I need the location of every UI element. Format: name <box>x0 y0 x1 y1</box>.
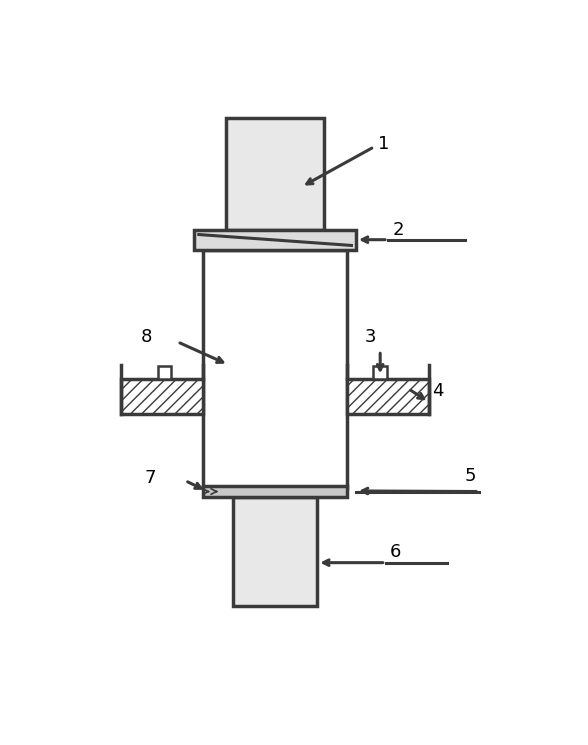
Text: 2: 2 <box>393 221 404 238</box>
Text: 1: 1 <box>378 135 389 153</box>
Bar <box>347 379 429 413</box>
Bar <box>158 367 172 379</box>
Bar <box>233 497 318 606</box>
Bar <box>194 230 356 250</box>
Text: 5: 5 <box>465 467 476 485</box>
Text: 8: 8 <box>141 329 152 346</box>
Bar <box>121 379 203 413</box>
Text: 3: 3 <box>365 328 376 346</box>
Text: 7: 7 <box>144 469 156 486</box>
Bar <box>373 367 387 379</box>
Text: 4: 4 <box>432 382 443 400</box>
Bar <box>203 486 347 497</box>
Bar <box>203 250 347 488</box>
Text: 6: 6 <box>389 543 400 561</box>
Bar <box>226 118 324 230</box>
